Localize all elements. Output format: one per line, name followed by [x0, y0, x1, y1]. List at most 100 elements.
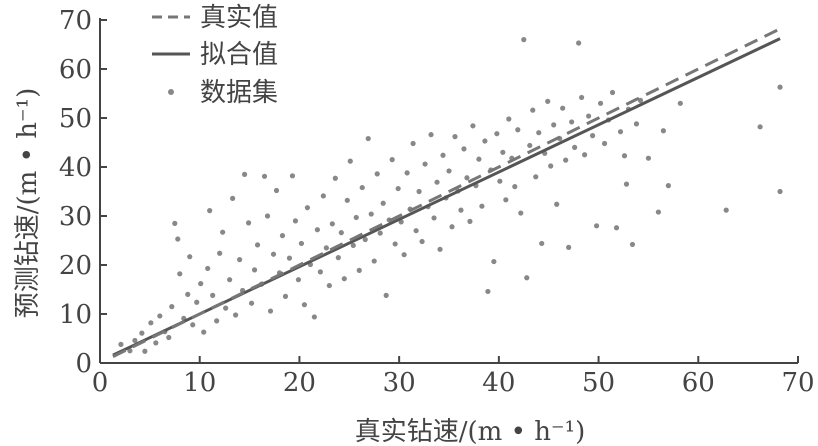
data-point	[601, 140, 608, 147]
data-point	[220, 229, 226, 235]
data-point	[267, 308, 274, 314]
data-point	[264, 213, 271, 219]
data-point	[353, 214, 359, 221]
data-point	[579, 94, 585, 101]
x-tick-label: 70	[781, 368, 814, 398]
data-point	[279, 233, 286, 239]
data-point	[440, 152, 446, 158]
data-point	[374, 171, 380, 177]
data-point	[449, 224, 455, 230]
data-point	[655, 209, 662, 215]
data-point	[431, 215, 437, 221]
legend-label-true: 真实值	[200, 3, 278, 33]
data-point	[118, 341, 124, 347]
y-tick-label: 10	[59, 300, 92, 330]
data-point	[368, 211, 374, 217]
data-point	[365, 135, 371, 142]
legend-point-icon	[168, 89, 174, 95]
data-point	[419, 238, 425, 245]
data-point	[172, 220, 178, 226]
data-point	[270, 251, 277, 257]
data-point	[301, 302, 308, 308]
data-point	[148, 320, 154, 326]
data-point	[157, 313, 163, 319]
data-point	[428, 132, 434, 138]
data-point	[494, 131, 500, 137]
data-point	[223, 305, 229, 311]
data-point	[198, 281, 204, 287]
data-points	[118, 37, 783, 354]
data-point	[446, 168, 452, 174]
data-point	[485, 288, 491, 295]
legend-item-fit-value: 拟合值	[152, 40, 278, 70]
data-point	[214, 318, 220, 324]
data-point	[621, 153, 628, 159]
data-point	[539, 240, 545, 247]
data-point	[194, 299, 200, 305]
x-axis-label: 真实钻速/(m • h⁻¹)	[355, 417, 585, 446]
legend: 真实值 拟合值 数据集	[152, 3, 278, 108]
data-point	[582, 152, 588, 158]
x-axis: 0 10 20 30 40 50 60 70	[92, 356, 815, 398]
data-point	[201, 329, 207, 335]
data-point	[410, 140, 416, 147]
y-tick-label: 20	[59, 251, 92, 281]
data-point	[413, 228, 419, 234]
data-point	[320, 193, 326, 199]
data-point	[230, 195, 236, 201]
x-tick-label: 20	[283, 368, 316, 398]
data-point	[629, 241, 636, 248]
data-point	[586, 113, 592, 119]
data-point	[329, 221, 335, 227]
data-point	[645, 155, 652, 161]
data-point	[286, 255, 293, 261]
data-point	[518, 210, 524, 216]
data-point	[166, 334, 172, 341]
data-point	[467, 218, 473, 224]
data-point	[389, 157, 395, 163]
data-point	[461, 146, 467, 152]
data-point	[677, 100, 683, 106]
data-point	[139, 330, 145, 336]
data-point	[169, 304, 175, 310]
data-point	[527, 142, 533, 149]
data-point	[482, 138, 488, 144]
data-point	[383, 292, 389, 298]
data-point	[132, 337, 138, 344]
data-point	[205, 265, 211, 272]
data-point	[292, 218, 299, 224]
y-tick-label: 50	[59, 104, 92, 134]
data-point	[187, 254, 193, 260]
data-point	[210, 292, 216, 298]
data-point	[282, 293, 289, 299]
data-point	[563, 157, 569, 163]
data-point	[757, 124, 763, 130]
reference-lines	[112, 27, 781, 358]
x-tick-label: 30	[383, 368, 416, 398]
legend-label-dataset: 数据集	[200, 78, 278, 108]
data-point	[251, 267, 258, 273]
data-point	[617, 129, 624, 135]
data-point	[576, 40, 582, 46]
data-point	[458, 207, 464, 213]
data-point	[777, 188, 783, 195]
data-point	[207, 208, 213, 214]
data-point	[464, 175, 470, 181]
data-point	[530, 107, 536, 113]
x-tick-label: 50	[582, 368, 615, 398]
data-point	[479, 203, 485, 209]
data-point	[395, 185, 401, 192]
y-axis: 0 10 20 30 40 50 60 70	[59, 6, 107, 379]
data-point	[723, 207, 729, 213]
y-tick-label: 30	[59, 202, 92, 232]
data-point	[422, 161, 428, 167]
data-point	[506, 116, 512, 122]
true-value-line	[112, 27, 781, 358]
data-point	[572, 144, 578, 150]
data-point	[175, 236, 181, 242]
data-point	[560, 105, 566, 111]
data-point	[254, 242, 261, 248]
data-point	[317, 269, 323, 275]
data-point	[437, 246, 443, 252]
